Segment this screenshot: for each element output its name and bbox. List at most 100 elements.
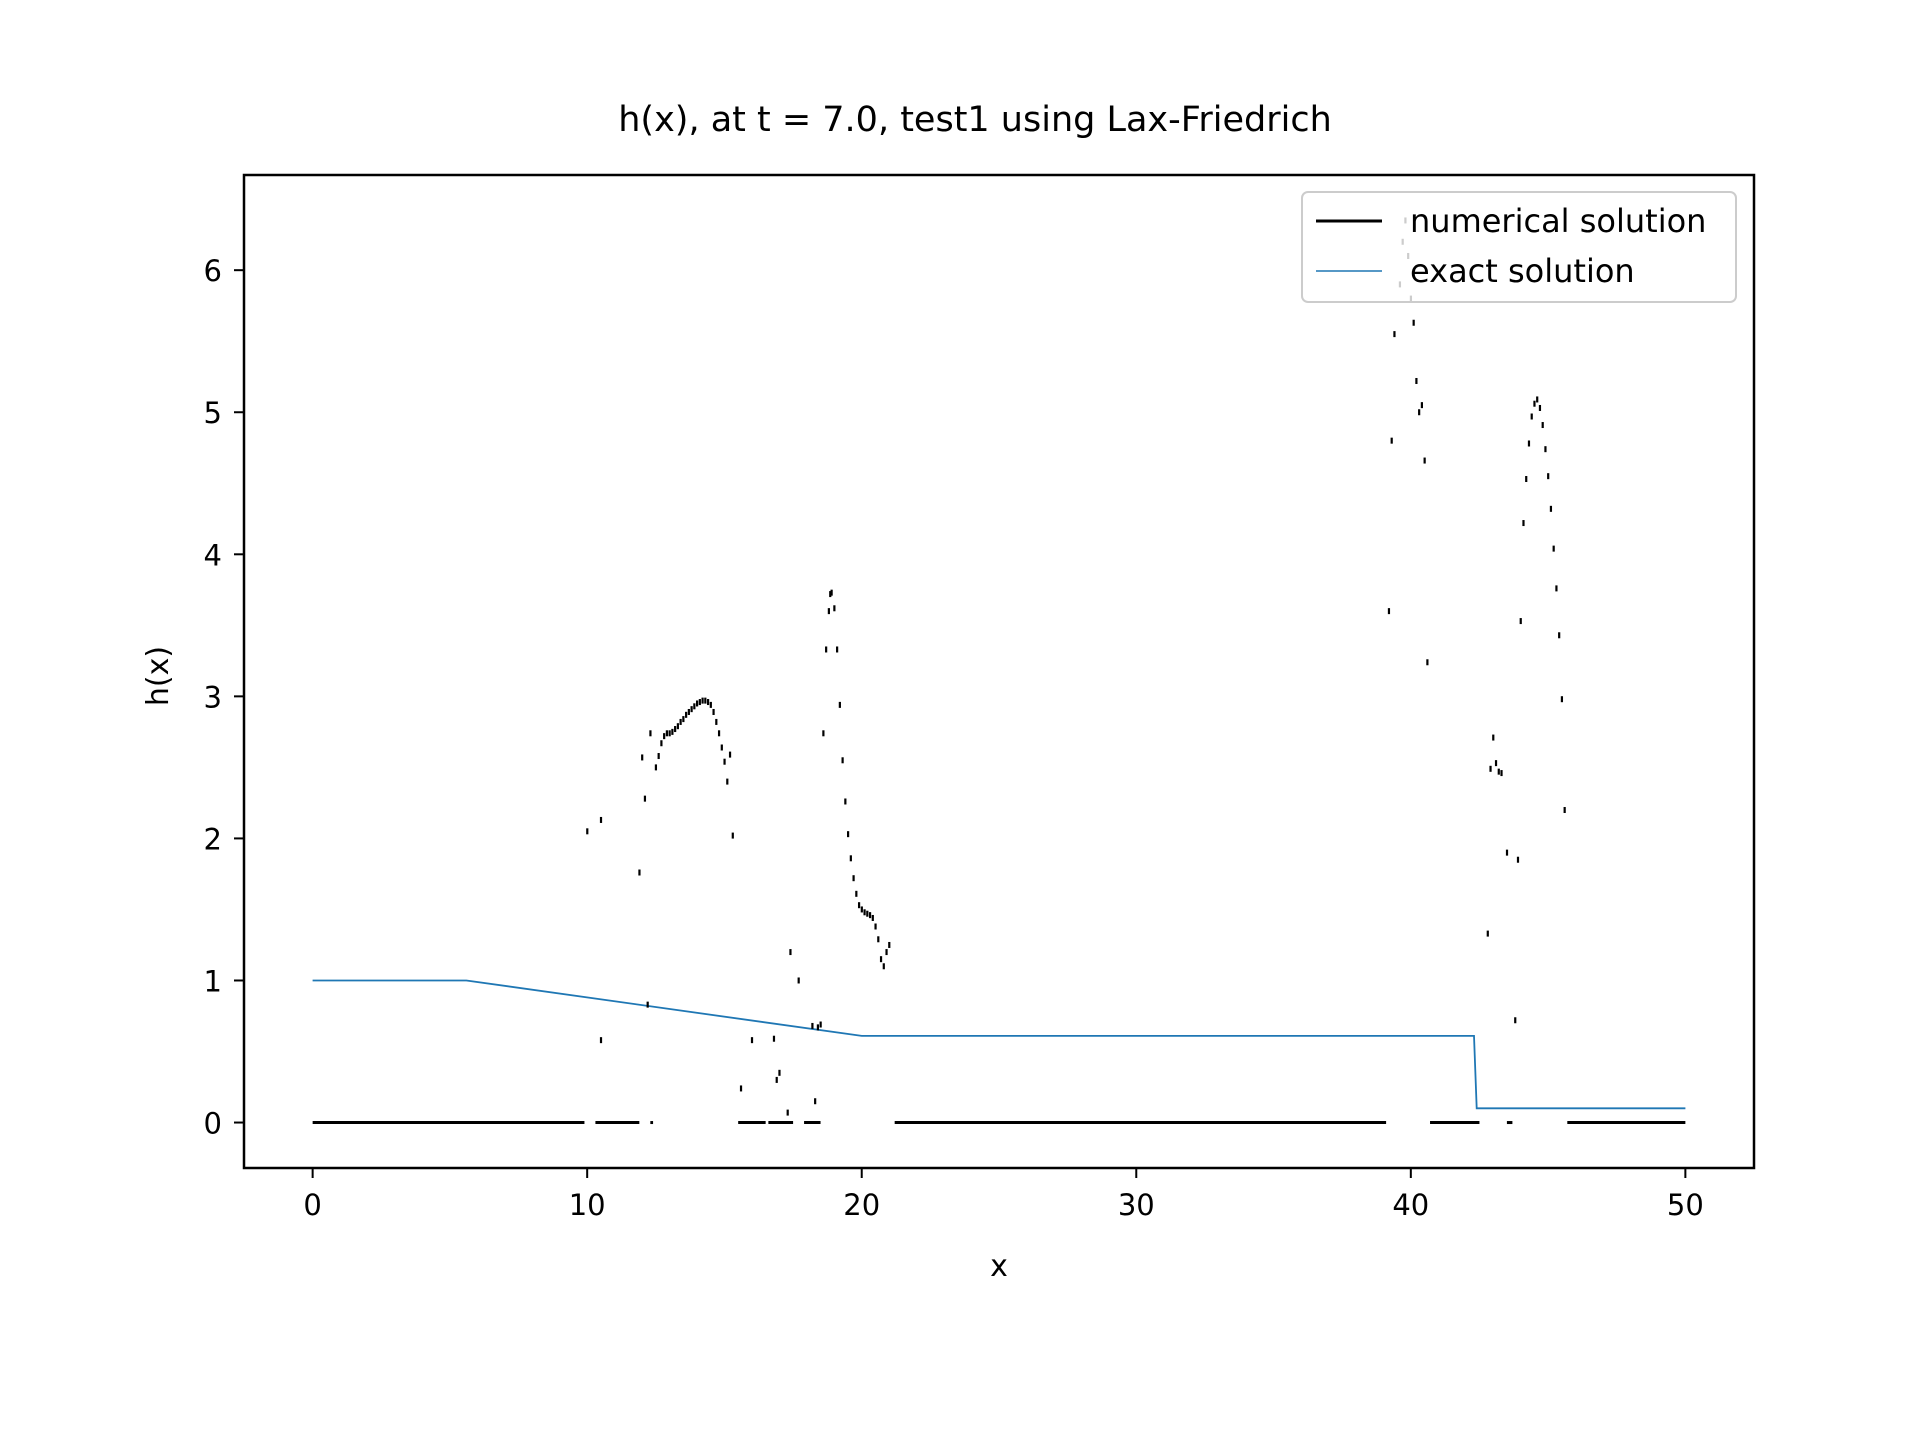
numerical-point (646, 1001, 649, 1008)
numerical-point (1500, 770, 1503, 777)
numerical-point (665, 730, 668, 737)
x-axis-label: x (990, 1249, 1008, 1284)
numerical-point (715, 718, 718, 725)
numerical-point (1558, 632, 1561, 639)
numerical-point (852, 875, 855, 882)
numerical-point (586, 828, 589, 835)
numerical-point (706, 699, 710, 706)
numerical-point (830, 589, 833, 596)
numerical-point (827, 608, 830, 615)
numerical-point (849, 855, 852, 862)
numerical-point (660, 740, 663, 747)
numerical-point (1533, 400, 1536, 407)
numerical-point (866, 910, 869, 917)
numerical-point (682, 716, 685, 723)
plot-area (312, 217, 1686, 1125)
numerical-point (841, 757, 844, 764)
numerical-point (860, 906, 863, 913)
legend-box (1301, 191, 1737, 303)
numerical-point (599, 816, 603, 823)
legend-label-numerical: numerical solution (1410, 202, 1706, 240)
numerical-point (685, 711, 688, 718)
numerical-point (674, 726, 677, 733)
x-tick-label: 10 (569, 1188, 606, 1222)
numerical-point (704, 697, 707, 704)
numerical-point (1544, 446, 1547, 453)
x-tick-label: 30 (1118, 1188, 1155, 1222)
numerical-point (638, 869, 641, 876)
numerical-point (1412, 319, 1415, 326)
numerical-point (874, 923, 877, 930)
x-tick-label: 40 (1392, 1188, 1429, 1222)
numerical-point (1522, 520, 1525, 527)
numerical-point (1536, 396, 1539, 403)
numerical-point (1538, 404, 1542, 411)
axes-frame (242, 173, 1756, 1170)
numerical-point (885, 949, 888, 956)
numerical-point (778, 1069, 781, 1076)
numerical-point (690, 706, 693, 713)
numerical-point (1563, 807, 1566, 814)
numerical-point (1415, 377, 1418, 384)
numerical-point (1492, 734, 1495, 741)
y-tick-label: 0 (204, 1107, 222, 1141)
numerical-point (1514, 1017, 1517, 1024)
y-tick-label: 1 (204, 964, 222, 998)
numerical-point (1418, 409, 1421, 416)
exact-solution-layer (312, 979, 1686, 1110)
numerical-point (847, 831, 850, 838)
numerical-point (696, 700, 699, 707)
numerical-point (643, 795, 647, 802)
numerical-point (1489, 765, 1492, 772)
numerical-point (879, 956, 883, 963)
y-tick-label: 6 (204, 254, 222, 288)
numerical-point (871, 914, 874, 921)
x-axis: 0 10 20 30 40 50 (303, 1168, 1704, 1222)
numerical-point (877, 936, 880, 943)
numerical-point (1560, 696, 1564, 703)
numerical-point (750, 1037, 754, 1044)
numerical-point (599, 1037, 603, 1044)
numerical-point (888, 941, 891, 948)
numerical-point (717, 730, 721, 737)
numerical-point (701, 697, 704, 704)
numerical-point (1527, 440, 1531, 447)
numerical-solution-layer (312, 217, 1686, 1125)
numerical-point (723, 758, 726, 765)
y-axis-label: h(x) (141, 646, 176, 706)
numerical-point (1541, 422, 1544, 429)
y-tick-label: 2 (204, 822, 222, 856)
numerical-point (687, 708, 690, 715)
numerical-point (1426, 659, 1429, 666)
y-tick-label: 4 (204, 538, 222, 572)
numerical-point (844, 798, 847, 805)
numerical-point (663, 733, 666, 740)
numerical-point (825, 646, 828, 653)
numerical-point (1387, 608, 1391, 615)
numerical-point (649, 730, 652, 737)
numerical-point (882, 963, 885, 970)
numerical-point (836, 646, 839, 653)
legend: numerical solution exact solution (1301, 191, 1737, 303)
numerical-point (1549, 505, 1553, 512)
numerical-point (1530, 413, 1533, 420)
numerical-point (786, 1109, 789, 1116)
numerical-point (816, 1024, 819, 1031)
x-tick-label: 20 (843, 1188, 880, 1222)
numerical-point (1505, 849, 1509, 856)
numerical-point (829, 591, 832, 598)
numerical-point (731, 832, 734, 839)
numerical-point (1525, 476, 1528, 483)
numerical-point (789, 949, 792, 956)
numerical-point (679, 718, 682, 725)
y-tick-label: 3 (204, 680, 222, 714)
numerical-point (838, 701, 841, 708)
numerical-point (855, 890, 858, 897)
numerical-point (654, 764, 658, 771)
numerical-point (641, 754, 644, 761)
numerical-point (772, 1035, 776, 1042)
numerical-point (811, 1022, 814, 1029)
x-tick-label: 50 (1667, 1188, 1704, 1222)
y-tick-label: 5 (204, 396, 222, 430)
numerical-point (693, 703, 696, 710)
